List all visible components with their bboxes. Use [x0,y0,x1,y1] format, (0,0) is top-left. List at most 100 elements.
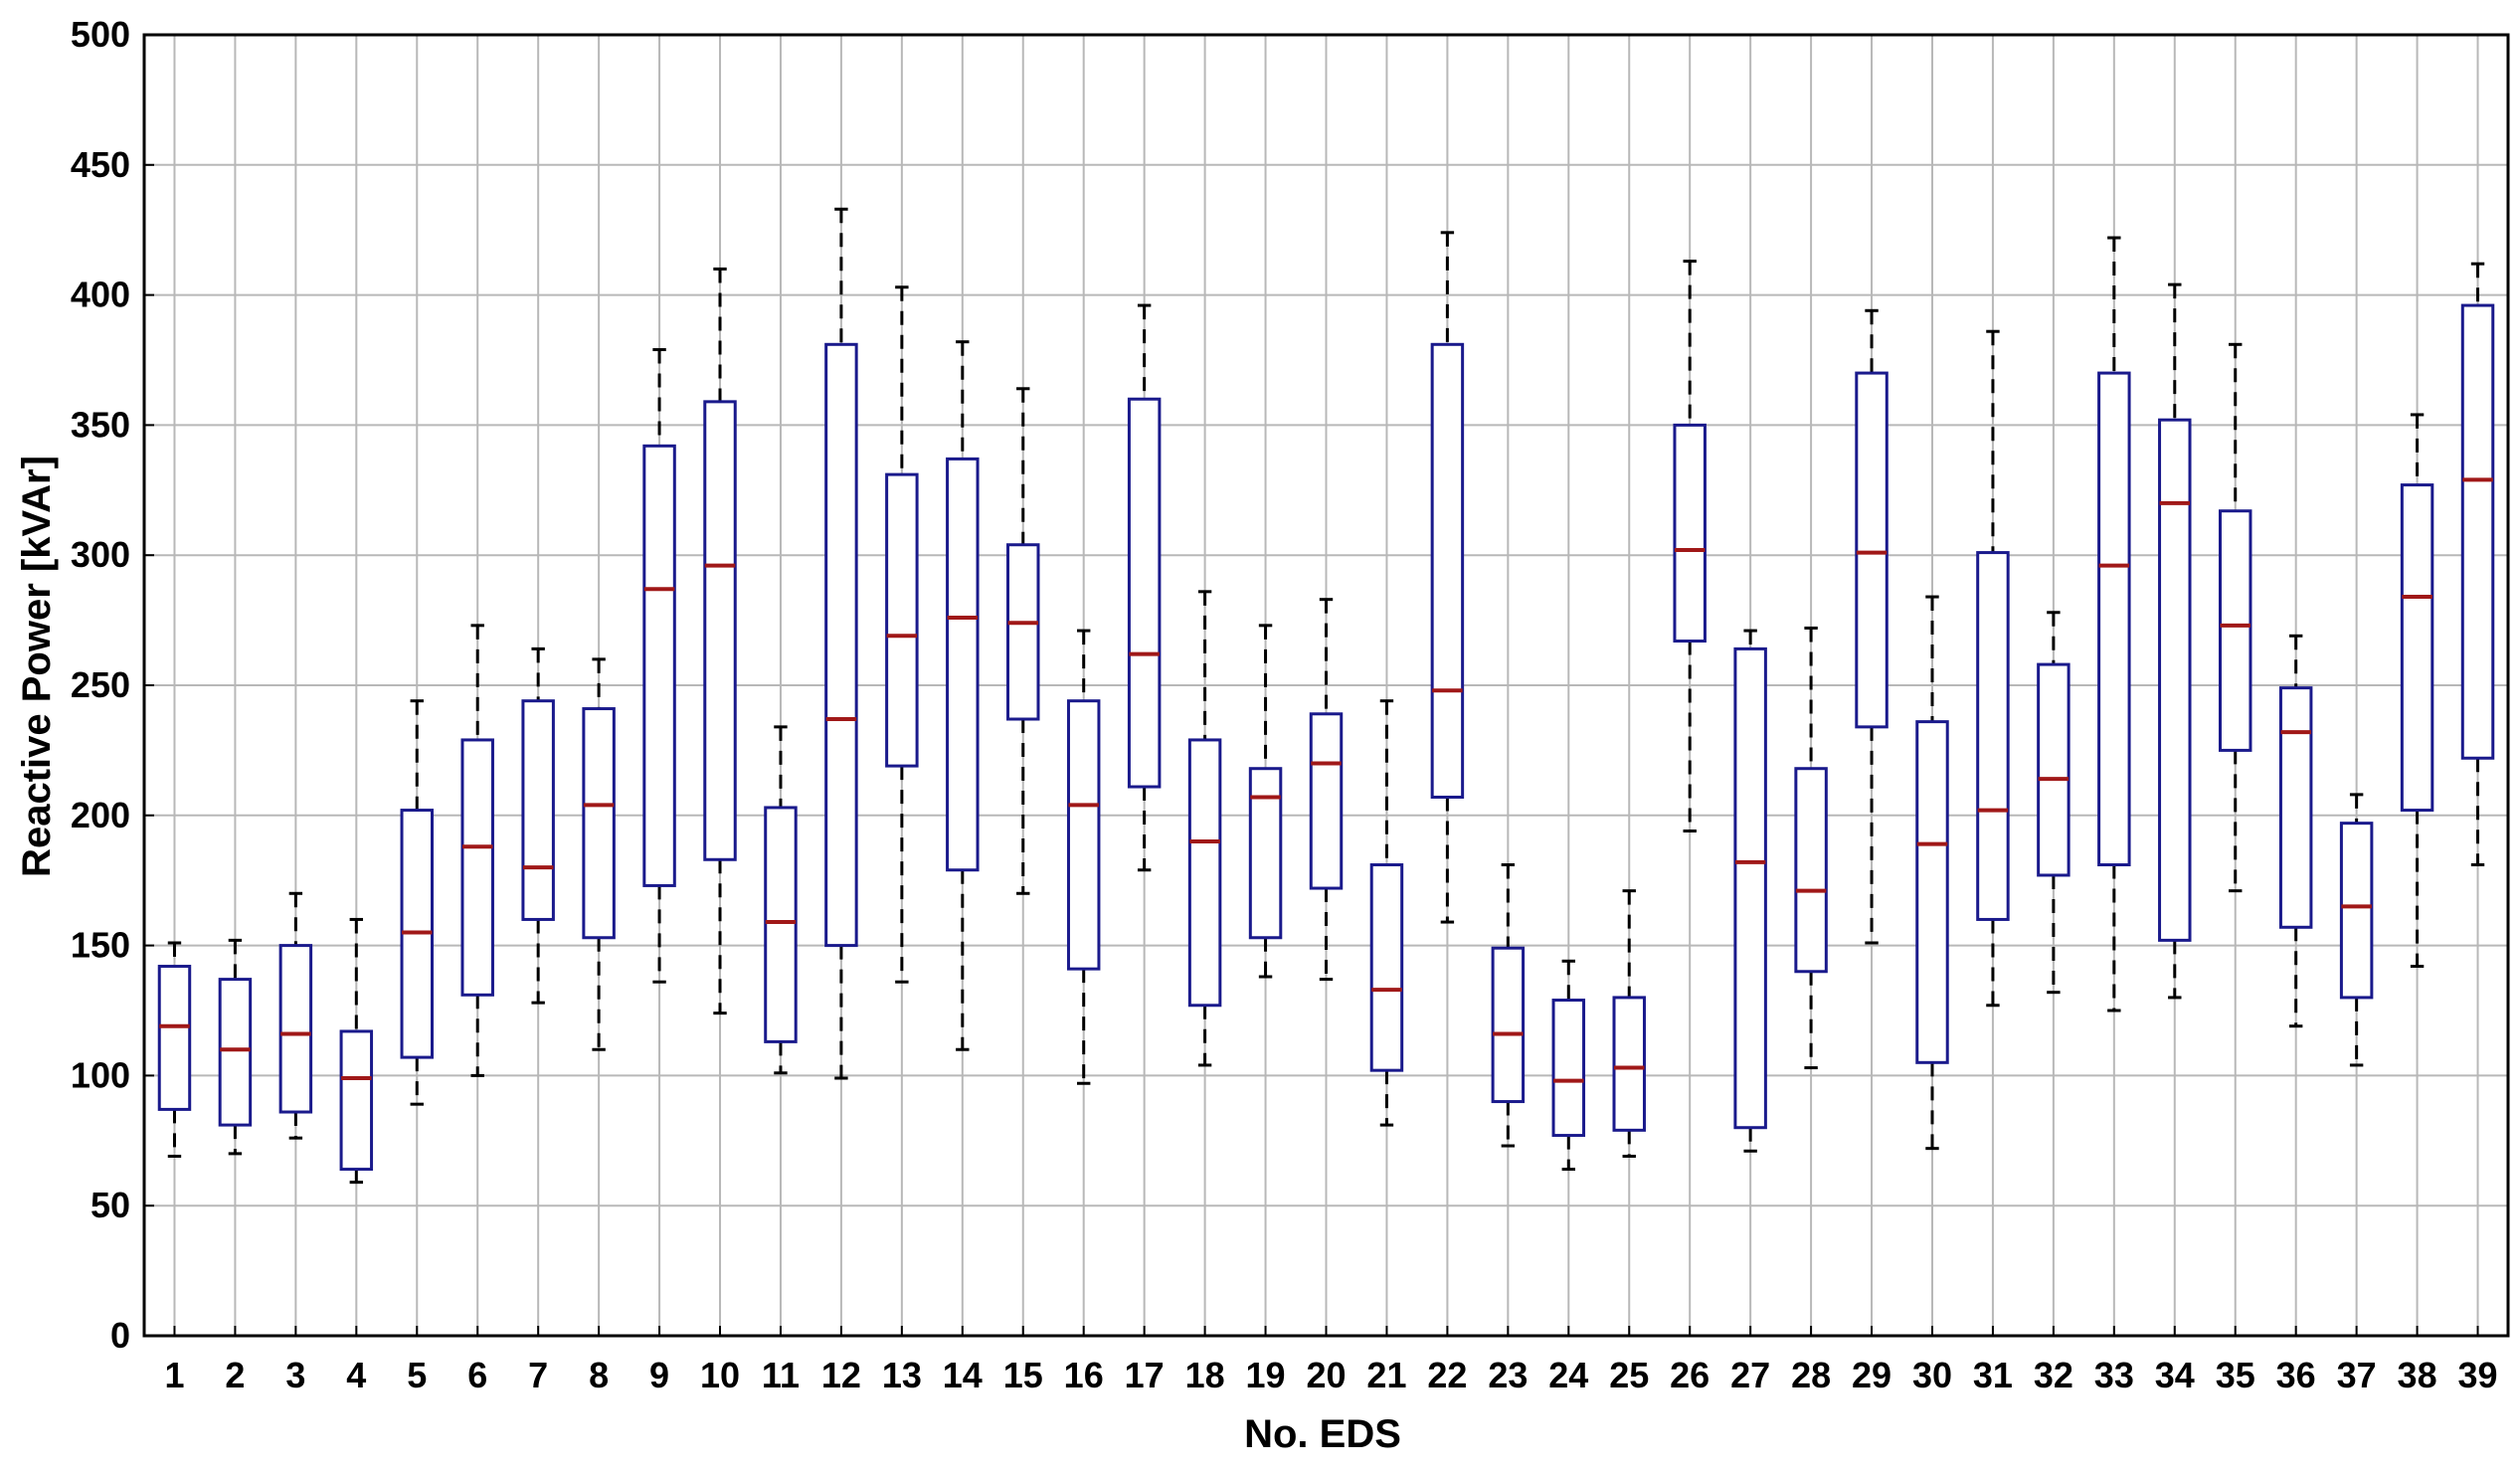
x-tick-label: 9 [649,1355,669,1395]
box-35 [2218,342,2252,893]
box-12 [824,207,858,1080]
x-tick-label: 4 [346,1355,366,1395]
x-tick-label: 28 [1791,1355,1831,1395]
x-tick-label: 30 [1912,1355,1952,1395]
box-2 [218,938,253,1156]
x-tick-label: 8 [589,1355,609,1395]
iqr-box [1006,543,1040,721]
x-tick-label: 34 [2155,1355,2195,1395]
iqr-box [642,444,676,887]
box-17 [1127,303,1162,872]
iqr-box [2460,303,2495,760]
box-9 [642,348,676,984]
y-tick-label: 500 [71,14,130,55]
box-39 [2460,262,2495,867]
iqr-box [157,965,192,1111]
iqr-box [1369,863,1404,1072]
iqr-box [2218,509,2252,752]
box-32 [2037,611,2070,995]
box-22 [1430,231,1465,924]
x-tick-label: 22 [1427,1355,1467,1395]
x-tick-label: 33 [2094,1355,2134,1395]
box-34 [2158,282,2192,1000]
box-8 [582,657,616,1051]
x-tick-label: 23 [1488,1355,1528,1395]
box-7 [521,646,555,1005]
x-tick-label: 18 [1185,1355,1225,1395]
iqr-box [2037,662,2070,877]
x-tick-label: 26 [1670,1355,1710,1395]
box-36 [2278,634,2313,1028]
x-tick-label: 2 [225,1355,245,1395]
box-25 [1612,889,1646,1158]
iqr-box [1612,996,1646,1132]
y-tick-label: 450 [71,144,130,185]
y-tick-label: 200 [71,795,130,835]
box-24 [1551,959,1586,1172]
y-tick-label: 350 [71,404,130,445]
iqr-box [703,400,737,861]
iqr-box [339,1029,374,1172]
x-tick-label: 24 [1548,1355,1588,1395]
box-16 [1066,629,1101,1085]
iqr-box [1855,371,1889,729]
x-tick-label: 20 [1306,1355,1346,1395]
x-tick-label: 29 [1852,1355,1891,1395]
plot-frame [142,33,2510,1338]
x-tick-label: 11 [762,1355,800,1395]
box-37 [2339,793,2374,1067]
iqr-box [1491,946,1526,1104]
x-tick-label: 7 [528,1355,548,1395]
x-tick-label: 36 [2276,1355,2316,1395]
iqr-box [946,457,980,872]
box-27 [1733,629,1767,1153]
iqr-box [2278,686,2313,929]
box-30 [1915,595,1949,1151]
box-19 [1248,624,1283,979]
iqr-box [1976,551,2010,921]
x-tick-label: 17 [1125,1355,1165,1395]
iqr-box [1915,720,1949,1064]
y-tick-label: 50 [90,1185,130,1225]
x-tick-label: 21 [1366,1355,1406,1395]
x-tick-label: 31 [1973,1355,2013,1395]
iqr-box [1066,699,1101,971]
y-axis-title: Reactive Power [kVAr] [15,456,59,877]
iqr-box [2339,822,2374,1000]
x-tick-label: 12 [821,1355,861,1395]
box-20 [1309,598,1344,982]
y-tick-label: 0 [110,1315,130,1356]
iqr-box [1127,397,1162,789]
iqr-box [278,944,313,1114]
iqr-box [521,699,555,921]
x-tick-label: 39 [2458,1355,2498,1395]
box-33 [2097,236,2131,1013]
x-tick-label: 5 [407,1355,427,1395]
box-6 [460,624,494,1077]
x-tick-label: 19 [1246,1355,1286,1395]
box-11 [764,725,798,1075]
iqr-box [824,342,858,948]
x-tick-label: 38 [2398,1355,2437,1395]
iqr-box [582,707,616,940]
box-5 [400,699,435,1106]
y-tick-label: 100 [71,1054,130,1095]
iqr-box [1551,999,1586,1138]
y-tick-label: 400 [71,275,130,315]
x-tick-label: 16 [1064,1355,1104,1395]
x-tick-label: 32 [2034,1355,2073,1395]
x-tick-label: 13 [882,1355,922,1395]
box-18 [1187,590,1222,1067]
box-26 [1673,260,1707,832]
x-tick-label: 15 [1003,1355,1043,1395]
iqr-box [1794,767,1828,974]
iqr-box [1187,738,1222,1008]
box-13 [885,285,919,984]
iqr-box [1248,767,1283,940]
iqr-box [460,738,494,997]
box-31 [1976,329,2010,1008]
y-tick-label: 250 [71,664,130,705]
